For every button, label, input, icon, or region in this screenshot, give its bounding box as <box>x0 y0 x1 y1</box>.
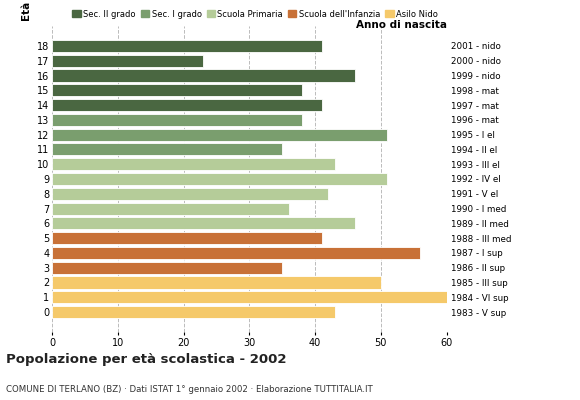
Legend: Sec. II grado, Sec. I grado, Scuola Primaria, Scuola dell'Infanzia, Asilo Nido: Sec. II grado, Sec. I grado, Scuola Prim… <box>69 6 441 22</box>
Bar <box>52 188 328 200</box>
Bar <box>52 291 447 303</box>
Y-axis label: Età: Età <box>20 1 31 20</box>
Bar <box>52 306 335 318</box>
Text: COMUNE DI TERLANO (BZ) · Dati ISTAT 1° gennaio 2002 · Elaborazione TUTTITALIA.IT: COMUNE DI TERLANO (BZ) · Dati ISTAT 1° g… <box>6 385 372 394</box>
Bar <box>52 217 354 230</box>
Bar <box>52 70 354 82</box>
Bar <box>52 84 302 96</box>
Bar <box>52 232 322 244</box>
Bar <box>52 128 387 141</box>
Bar <box>52 247 420 259</box>
Bar <box>52 262 282 274</box>
Bar <box>52 276 381 288</box>
Bar <box>52 202 289 215</box>
Bar <box>52 99 322 111</box>
Y-axis label: Anno di nascita: Anno di nascita <box>356 20 447 30</box>
Bar <box>52 55 204 67</box>
Bar <box>52 143 282 156</box>
Bar <box>52 40 322 52</box>
Bar <box>52 173 387 185</box>
Bar <box>52 114 302 126</box>
Bar <box>52 158 335 170</box>
Text: Popolazione per età scolastica - 2002: Popolazione per età scolastica - 2002 <box>6 353 287 366</box>
